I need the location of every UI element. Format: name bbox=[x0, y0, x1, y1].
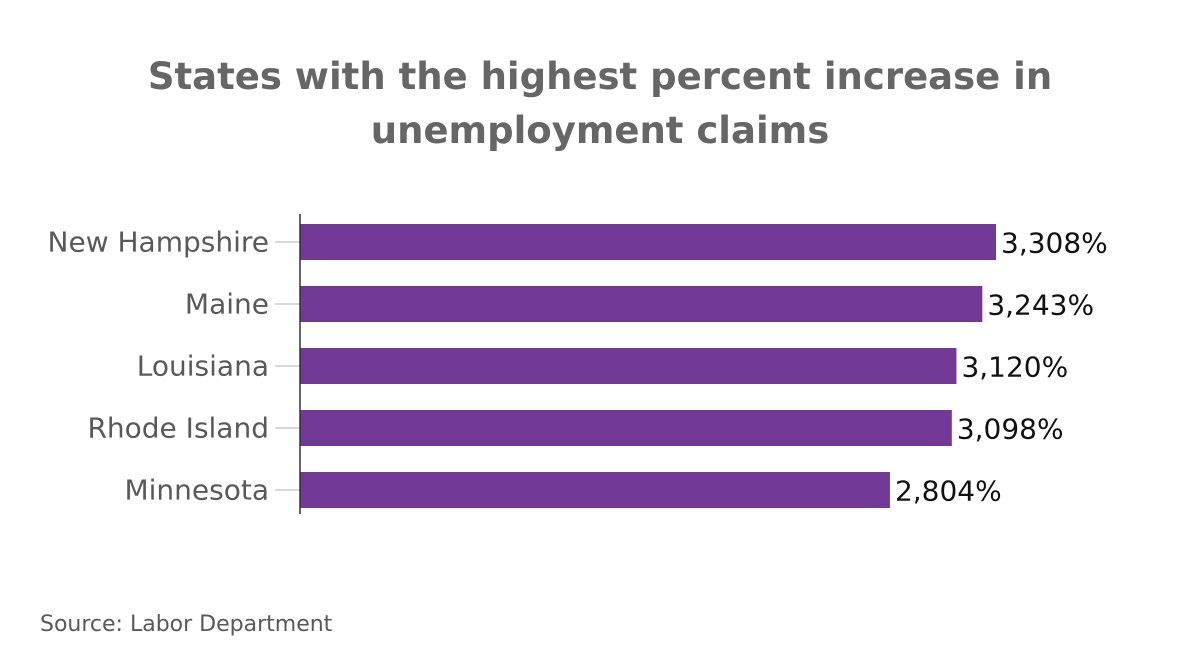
source-note: Source: Labor Department bbox=[40, 612, 333, 637]
bar bbox=[300, 410, 952, 446]
bar bbox=[300, 286, 983, 322]
bar bbox=[300, 224, 996, 260]
category-label: Rhode Island bbox=[87, 412, 269, 445]
data-label: 3,308% bbox=[1001, 227, 1108, 260]
data-label: 3,098% bbox=[957, 413, 1064, 446]
bar bbox=[300, 472, 890, 508]
data-label: 3,243% bbox=[987, 289, 1094, 322]
category-label: Louisiana bbox=[137, 350, 269, 383]
chart-title-line-2: unemployment claims bbox=[370, 109, 830, 152]
chart-title-line-1: States with the highest percent increase… bbox=[147, 55, 1053, 98]
category-label: Minnesota bbox=[124, 474, 269, 507]
bar bbox=[300, 348, 957, 384]
data-label: 2,804% bbox=[895, 475, 1002, 508]
data-label: 3,120% bbox=[961, 351, 1068, 384]
category-label: Maine bbox=[185, 288, 269, 321]
chart-title: States with the highest percent increase… bbox=[0, 50, 1200, 158]
category-label: New Hampshire bbox=[48, 226, 269, 259]
